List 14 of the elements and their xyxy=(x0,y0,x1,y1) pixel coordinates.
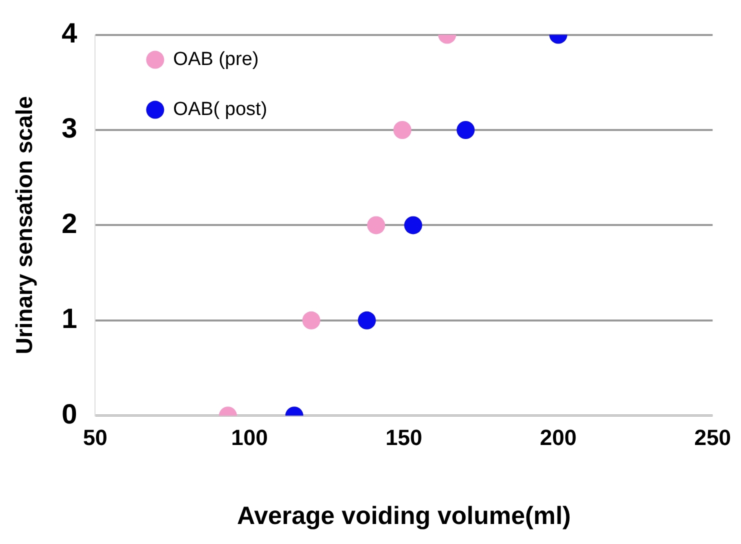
x-tick-label: 250 xyxy=(694,424,732,450)
x-tick-label: 100 xyxy=(231,424,268,450)
x-axis-title: Average voiding volume(ml) xyxy=(236,502,571,530)
x-tick-label: 200 xyxy=(540,424,577,450)
y-tick-label: 0 xyxy=(62,398,78,430)
y-tick-label: 2 xyxy=(62,208,78,239)
y-axis-title: Urinary sensation scale xyxy=(11,96,38,354)
y-tick-label: 4 xyxy=(62,18,78,49)
legend-label: OAB (pre) xyxy=(173,49,259,70)
x-tick-label: 50 xyxy=(82,424,108,450)
y-tick-label: 1 xyxy=(62,303,78,334)
x-tick-label: 150 xyxy=(386,424,422,450)
legend-label: OAB( post) xyxy=(173,99,268,120)
y-tick-label: 3 xyxy=(62,112,78,144)
